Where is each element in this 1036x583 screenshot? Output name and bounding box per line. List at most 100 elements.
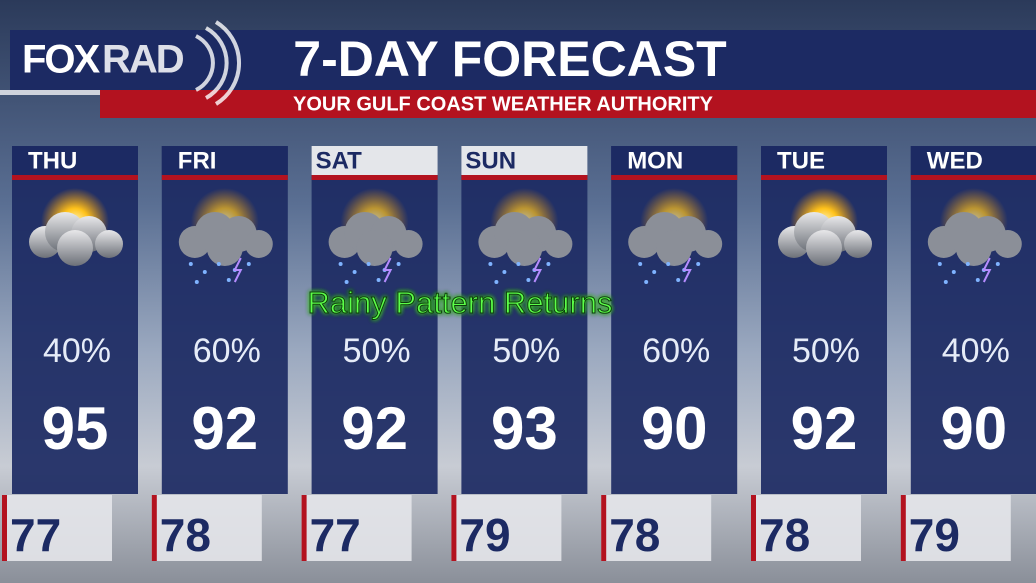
rain-drop <box>644 280 649 284</box>
day-header <box>461 146 588 175</box>
cloud-puff <box>206 230 243 266</box>
rain-drop <box>352 270 357 274</box>
cloud <box>478 212 573 266</box>
low-rule <box>301 495 307 561</box>
precip-chance: 60% <box>193 332 261 370</box>
precip-chance: 40% <box>942 332 1010 370</box>
day-column: SUN 50% 93 79 <box>451 146 588 561</box>
low-temp: 79 <box>459 509 510 561</box>
day-header <box>161 146 288 175</box>
cloud-puff <box>95 230 123 258</box>
cloud-puff <box>356 230 393 266</box>
low-temp: 79 <box>909 509 960 561</box>
weather-icon <box>178 188 273 284</box>
low-box <box>601 495 712 561</box>
low-rule <box>451 495 457 561</box>
weather-icon <box>778 188 872 266</box>
low-rule <box>2 495 7 561</box>
title-bar <box>10 30 1036 90</box>
cloud-puff <box>506 230 543 266</box>
rain-drop <box>246 262 251 266</box>
rain-drop <box>546 262 551 266</box>
weather-icon <box>927 188 1022 284</box>
rain-drop <box>696 262 701 266</box>
rain-drop <box>226 278 231 282</box>
day-column: WED 40% 90 79 <box>900 146 1036 561</box>
header-rule <box>311 175 438 180</box>
header-rule <box>611 175 738 180</box>
lightning <box>382 257 393 283</box>
day-columns: THU 40% 95 77 FRI 60% 92 78 SAT 50% 92 77 SUN 50% 93 79… <box>2 146 1036 561</box>
cloud-puff <box>57 230 93 266</box>
rain-drop <box>488 262 493 266</box>
rain-drop <box>344 280 349 284</box>
rain-drop <box>194 280 199 284</box>
low-box <box>900 495 1011 561</box>
title-rule <box>0 90 100 95</box>
precip-chance: 50% <box>492 332 560 370</box>
high-temp: 93 <box>491 395 558 462</box>
annotation: Rainy Pattern Returns <box>308 285 613 320</box>
low-temp: 78 <box>160 509 211 561</box>
weather-icon <box>628 188 723 284</box>
low-temp: 77 <box>310 509 361 561</box>
precip-chance: 50% <box>343 332 411 370</box>
cloud-puff <box>244 230 273 258</box>
rain-drop <box>502 270 507 274</box>
rain-drop <box>494 280 499 284</box>
rain-drop <box>943 280 948 284</box>
cloud <box>328 212 423 266</box>
weather-icon <box>328 188 423 284</box>
low-rule <box>601 495 607 561</box>
cloud-puff <box>993 230 1022 258</box>
cloud <box>29 212 123 266</box>
low-temp: 78 <box>609 509 660 561</box>
day-name: THU <box>28 147 77 174</box>
day-header <box>761 146 887 175</box>
rain-drop <box>202 270 207 274</box>
day-name: MON <box>627 147 683 174</box>
high-temp: 92 <box>191 395 258 462</box>
day-header <box>12 146 138 175</box>
header-rule <box>761 175 887 180</box>
cloud <box>778 212 872 266</box>
rain-drop <box>676 278 681 282</box>
day-column: TUE 50% 92 78 <box>751 146 887 561</box>
header-rule <box>161 175 288 180</box>
lightning <box>982 257 992 283</box>
low-temp: 78 <box>759 509 810 561</box>
rain-drop <box>376 278 381 282</box>
low-box <box>451 495 562 561</box>
precip-chance: 60% <box>642 332 710 370</box>
low-rule <box>900 495 906 561</box>
high-temp: 95 <box>42 395 109 462</box>
rain-drop <box>338 262 343 266</box>
cloud-puff <box>694 230 723 258</box>
lightning <box>233 257 243 283</box>
cloud <box>927 212 1022 266</box>
high-temp: 92 <box>341 395 408 462</box>
cloud-puff <box>656 230 693 266</box>
cloud-puff <box>955 230 992 266</box>
cloud-puff <box>544 230 573 258</box>
rain-drop <box>188 262 193 266</box>
rain-drop <box>995 262 1000 266</box>
rain-drop <box>216 262 221 266</box>
cloud <box>178 212 273 266</box>
precip-chance: 50% <box>792 332 860 370</box>
rain-drop <box>516 262 521 266</box>
cloud-puff <box>806 230 842 266</box>
logo-fox: FOX <box>22 38 101 82</box>
low-box <box>2 495 112 561</box>
low-box <box>301 495 412 561</box>
high-temp: 90 <box>940 395 1007 462</box>
rain-drop <box>638 262 643 266</box>
day-name: WED <box>927 147 983 174</box>
rain-drop <box>937 262 942 266</box>
day-column: FRI 60% 92 78 <box>151 146 288 561</box>
low-box <box>151 495 262 561</box>
day-header <box>611 146 738 175</box>
weather-icon <box>29 188 123 266</box>
rain-drop <box>975 278 980 282</box>
